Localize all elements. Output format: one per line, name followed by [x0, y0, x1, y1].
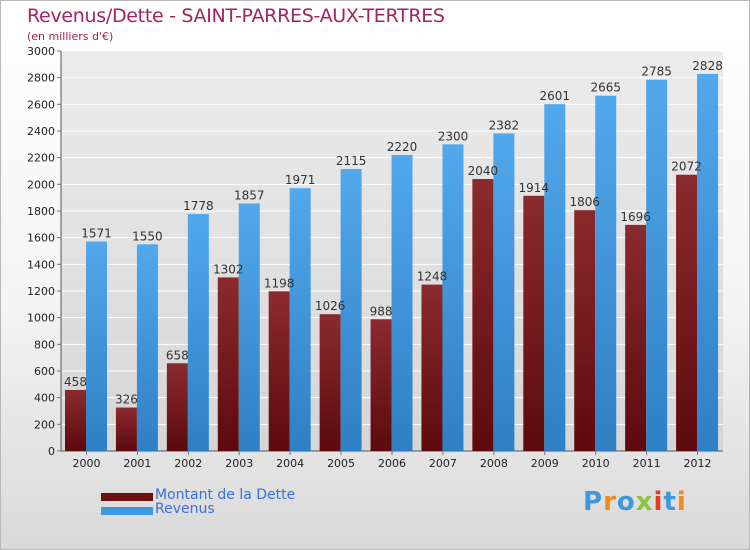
- bar-revenus: [136, 244, 158, 451]
- x-tick-label: 2006: [378, 457, 406, 470]
- bar-dette: [65, 389, 86, 451]
- data-label-revenus: 1971: [285, 173, 316, 187]
- bar-revenus: [493, 133, 515, 451]
- y-tick-label: 1400: [27, 258, 55, 271]
- bar-revenus: [646, 79, 668, 452]
- x-tick-label: 2005: [327, 457, 355, 470]
- x-tick-label: 2008: [480, 457, 508, 470]
- y-tick-label: 1200: [27, 285, 55, 298]
- legend-swatch-dette: [101, 493, 153, 501]
- bar-dette: [319, 314, 341, 451]
- data-label-revenus: 2115: [336, 154, 367, 168]
- proxiti-logo: Proxiti: [583, 487, 687, 517]
- data-label-dette: 1248: [417, 270, 448, 284]
- bar-revenus: [391, 155, 413, 451]
- x-tick-label: 2009: [531, 457, 559, 470]
- data-label-revenus: 2382: [489, 118, 520, 132]
- x-tick-label: 2000: [72, 457, 100, 470]
- bar-dette: [523, 195, 545, 451]
- x-tick-label: 2001: [123, 457, 151, 470]
- bar-dette: [472, 179, 494, 451]
- bar-dette: [421, 284, 443, 451]
- x-tick-label: 2003: [225, 457, 253, 470]
- data-label-dette: 1696: [620, 210, 651, 224]
- y-tick-label: 2600: [27, 98, 55, 111]
- data-label-dette: 1914: [519, 181, 550, 195]
- bar-dette: [574, 210, 596, 451]
- data-label-revenus: 1857: [234, 188, 265, 202]
- data-label-dette: 2072: [671, 160, 702, 174]
- bar-dette: [370, 319, 392, 451]
- data-label-dette: 658: [166, 348, 189, 362]
- y-tick-label: 1000: [27, 312, 55, 325]
- data-label-revenus: 2785: [641, 65, 672, 79]
- data-label-dette: 1026: [315, 299, 346, 313]
- y-tick-label: 2800: [27, 72, 55, 85]
- data-label-dette: 2040: [468, 164, 499, 178]
- y-tick-label: 1600: [27, 232, 55, 245]
- bar-dette: [625, 224, 647, 451]
- bar-revenus: [86, 241, 107, 451]
- bar-revenus: [544, 104, 566, 451]
- logo-letter: o: [616, 487, 636, 517]
- logo-letter: x: [635, 487, 654, 517]
- y-tick-label: 1800: [27, 205, 55, 218]
- data-label-revenus: 1550: [132, 229, 163, 243]
- y-tick-label: 2200: [27, 152, 55, 165]
- x-tick-label: 2002: [174, 457, 202, 470]
- legend-label-revenus: Revenus: [155, 501, 215, 517]
- data-label-revenus: 2828: [692, 59, 723, 73]
- data-label-dette: 1198: [264, 276, 295, 290]
- bar-revenus: [187, 213, 209, 451]
- bar-revenus: [238, 203, 260, 451]
- data-label-revenus: 2665: [590, 81, 621, 95]
- data-label-revenus: 2300: [438, 129, 469, 143]
- bar-revenus: [340, 169, 362, 451]
- y-tick-label: 400: [34, 392, 55, 405]
- x-tick-label: 2011: [633, 457, 661, 470]
- x-tick-label: 2010: [582, 457, 610, 470]
- y-tick-label: 200: [34, 418, 55, 431]
- x-tick-label: 2007: [429, 457, 457, 470]
- y-tick-label: 600: [34, 365, 55, 378]
- bar-revenus: [442, 144, 464, 452]
- data-label-dette: 1302: [213, 262, 244, 276]
- data-label-dette: 1806: [569, 195, 600, 209]
- logo-letter: P: [583, 487, 604, 517]
- legend-swatch-revenus: [101, 507, 153, 515]
- x-tick-label: 2012: [684, 457, 712, 470]
- bar-dette: [268, 291, 290, 451]
- bar-revenus: [595, 95, 617, 452]
- bar-revenus: [289, 188, 311, 451]
- y-tick-label: 2000: [27, 178, 55, 191]
- chart-title: Revenus/Dette - SAINT-PARRES-AUX-TERTRES: [27, 5, 445, 27]
- bar-revenus: [697, 73, 719, 451]
- data-label-revenus: 2601: [540, 89, 571, 103]
- logo-letter: i: [676, 487, 687, 517]
- bar-dette: [166, 363, 188, 451]
- data-label-revenus: 2220: [387, 140, 418, 154]
- legend-label-dette: Montant de la Dette: [155, 487, 296, 503]
- logo-letter: i: [653, 487, 664, 517]
- data-label-dette: 988: [370, 304, 393, 318]
- bar-dette: [115, 407, 137, 451]
- data-label-dette: 326: [115, 393, 138, 407]
- y-tick-label: 2400: [27, 125, 55, 138]
- y-tick-label: 0: [48, 445, 55, 458]
- data-label-revenus: 1571: [81, 227, 112, 241]
- bar-dette: [217, 277, 239, 451]
- logo-letter: t: [663, 487, 677, 517]
- y-tick-label: 800: [34, 338, 55, 351]
- y-tick-label: 3000: [27, 45, 55, 58]
- logo-letter: r: [603, 487, 617, 517]
- bar-dette: [676, 174, 698, 451]
- chart-subtitle: (en milliers d'€): [27, 30, 114, 43]
- data-label-dette: 458: [64, 375, 87, 389]
- data-label-revenus: 1778: [183, 199, 214, 213]
- x-tick-label: 2004: [276, 457, 304, 470]
